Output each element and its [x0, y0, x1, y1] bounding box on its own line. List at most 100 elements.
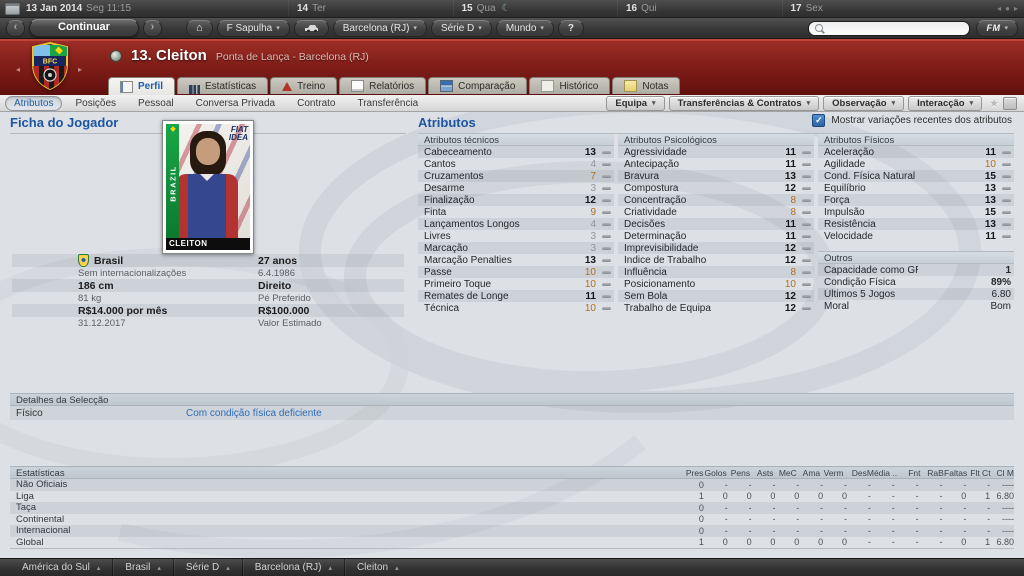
world-button[interactable]: Mundo ▾ — [495, 19, 554, 37]
profile-card-icon — [120, 80, 133, 93]
subnav-item[interactable]: Posições — [75, 97, 117, 109]
breadcrumb-item[interactable]: Brasil ▴ — [113, 559, 174, 576]
breadcrumb-item[interactable]: Série D ▴ — [174, 559, 243, 576]
no-change-icon — [802, 294, 811, 298]
stat-cell: 0 — [698, 502, 704, 513]
subnav-item[interactable]: Pessoal — [138, 97, 174, 109]
stat-cell: ---- — [1002, 514, 1015, 525]
search-box[interactable] — [808, 20, 971, 36]
home-icon: ⌂ — [195, 22, 203, 34]
forward-button[interactable]: › — [142, 19, 162, 37]
stat-cell: - — [915, 514, 919, 525]
tab[interactable]: Relatórios — [339, 77, 427, 94]
back-button[interactable]: ‹ — [6, 19, 25, 37]
continue-button[interactable]: Continuar — [29, 19, 139, 37]
breadcrumb-item[interactable]: Barcelona (RJ) ▴ — [243, 559, 345, 576]
calendar-day: 17 Sex — [781, 0, 947, 17]
no-change-icon — [1002, 186, 1011, 190]
travel-button[interactable] — [293, 19, 329, 37]
tab[interactable]: Treino — [270, 77, 338, 94]
show-variations-checkbox[interactable]: ✓ — [812, 114, 826, 127]
stat-cell: 0 — [698, 525, 704, 536]
stat-cell: - — [867, 502, 871, 513]
calendar-day: 14 Ter — [288, 0, 453, 17]
manager-button[interactable]: F Sapulha ▾ — [216, 19, 290, 37]
stat-cell: 0 — [842, 491, 848, 502]
stat-cell: - — [796, 479, 800, 490]
tab[interactable]: Perfil — [108, 77, 176, 95]
condition-link[interactable]: Com condição física deficiente — [186, 407, 322, 419]
stat-cell: 0 — [722, 491, 728, 502]
stat-cell: - — [820, 525, 824, 536]
competition-button[interactable]: Série D ▾ — [430, 19, 492, 37]
stat-column-header: Média .. — [866, 468, 898, 478]
attribute-row: Imprevisibilidade 12 — [618, 242, 814, 254]
fm-menu-button[interactable]: FM ▾ — [976, 19, 1018, 37]
attribute-row: Agressividade 11 — [618, 146, 814, 158]
tab[interactable]: Estatísticas — [177, 77, 269, 94]
stat-cell: 6.80 — [996, 537, 1015, 548]
subnav-item[interactable]: Conversa Privada — [195, 97, 276, 109]
stat-cell: - — [724, 514, 728, 525]
stat-cell: - — [748, 525, 752, 536]
breadcrumb-item[interactable]: Cleiton ▴ — [356, 562, 399, 573]
report-icon — [351, 80, 365, 92]
photo-name-label: CLEITON — [166, 238, 250, 250]
action-menu-button[interactable]: Observação ▾ — [823, 95, 905, 111]
breadcrumb: América do Sul ▴ Brasil ▴ Série D ▴ Barc… — [0, 558, 1024, 576]
stat-cell: - — [987, 479, 991, 490]
other-row: Condição Física 89% — [824, 276, 1011, 288]
next-player-icon[interactable]: ▸ — [78, 65, 83, 74]
selection-detail-row: Físico Com condição física deficiente — [10, 406, 1014, 420]
statistics-column-headers: Pres Golos Pens Asts MeC Ama Verm Des Média .. Fn… — [680, 467, 1014, 478]
history-forward-icon[interactable]: ▸ — [1013, 4, 1018, 13]
history-back-icon[interactable]: ◂ — [997, 4, 1002, 13]
player-photo: FIAT IDEA BRAZIL CLEITON — [162, 120, 254, 254]
action-menu-button[interactable]: Equipa ▾ — [606, 95, 665, 111]
tab[interactable]: Histórico — [529, 77, 611, 94]
stat-cell: - — [915, 479, 919, 490]
stat-column-header: Cl M — [996, 468, 1014, 478]
favourite-star-icon[interactable]: ★ — [989, 97, 999, 110]
chevron-down-icon: ▾ — [652, 100, 656, 107]
club-crest[interactable]: BFC — [30, 42, 70, 90]
stat-cell: 0 — [698, 514, 704, 525]
action-menu-button[interactable]: Interacção ▾ — [908, 95, 983, 111]
subnav-item[interactable]: Contrato — [297, 97, 336, 109]
no-change-icon — [1002, 150, 1011, 154]
history-dot-icon[interactable]: ● — [1005, 4, 1010, 13]
stat-column-header: Pens — [730, 468, 751, 478]
search-input[interactable] — [827, 21, 964, 35]
player-info-list: Brasil 27 anos Sem internacionalizações … — [12, 254, 404, 329]
tab[interactable]: Comparação — [428, 77, 528, 94]
attribute-row: Influência 8 — [618, 266, 814, 278]
stat-cell: - — [820, 502, 824, 513]
chevron-down-icon: ▾ — [540, 25, 544, 32]
stat-cell: ---- — [1002, 525, 1015, 536]
home-button[interactable]: ⌂ — [185, 19, 213, 37]
no-change-icon — [802, 210, 811, 214]
subnav-item[interactable]: Transferência — [357, 97, 419, 109]
breadcrumb-item[interactable]: América do Sul ▴ — [10, 559, 114, 576]
action-menu-button[interactable]: Transferências & Contratos ▾ — [668, 95, 820, 111]
stat-cell: - — [844, 514, 848, 525]
tab[interactable]: Notas — [612, 77, 681, 94]
stat-cell: - — [915, 537, 919, 548]
attribute-row: Finta 9 — [418, 206, 614, 218]
attribute-row: Remates de Longe 11 — [418, 290, 614, 302]
subnav-item[interactable]: Atributos — [5, 95, 63, 111]
club-button[interactable]: Barcelona (RJ) ▾ — [332, 19, 427, 37]
no-change-icon — [1002, 222, 1011, 226]
help-button[interactable]: ? — [557, 19, 585, 37]
stat-cell: - — [915, 502, 919, 513]
chevron-down-icon: ▾ — [1004, 25, 1008, 32]
technical-attributes-column: Atributos técnicos Cabeceamento 13 Canto… — [418, 133, 614, 314]
profile-subnav: Atributos Posições Pessoal Conversa Priv… — [0, 95, 1024, 112]
stat-cell: - — [915, 491, 919, 502]
attribute-row: Equilíbrio 13 — [818, 182, 1014, 194]
add-note-icon[interactable] — [1003, 96, 1017, 110]
attribute-row: Cabeceamento 13 — [418, 146, 614, 158]
stat-row: Internacional 0- - - - - - - - - - - - ---- — [10, 525, 1014, 537]
svg-text:BFC: BFC — [43, 59, 57, 66]
prev-player-icon[interactable]: ◂ — [16, 65, 21, 74]
